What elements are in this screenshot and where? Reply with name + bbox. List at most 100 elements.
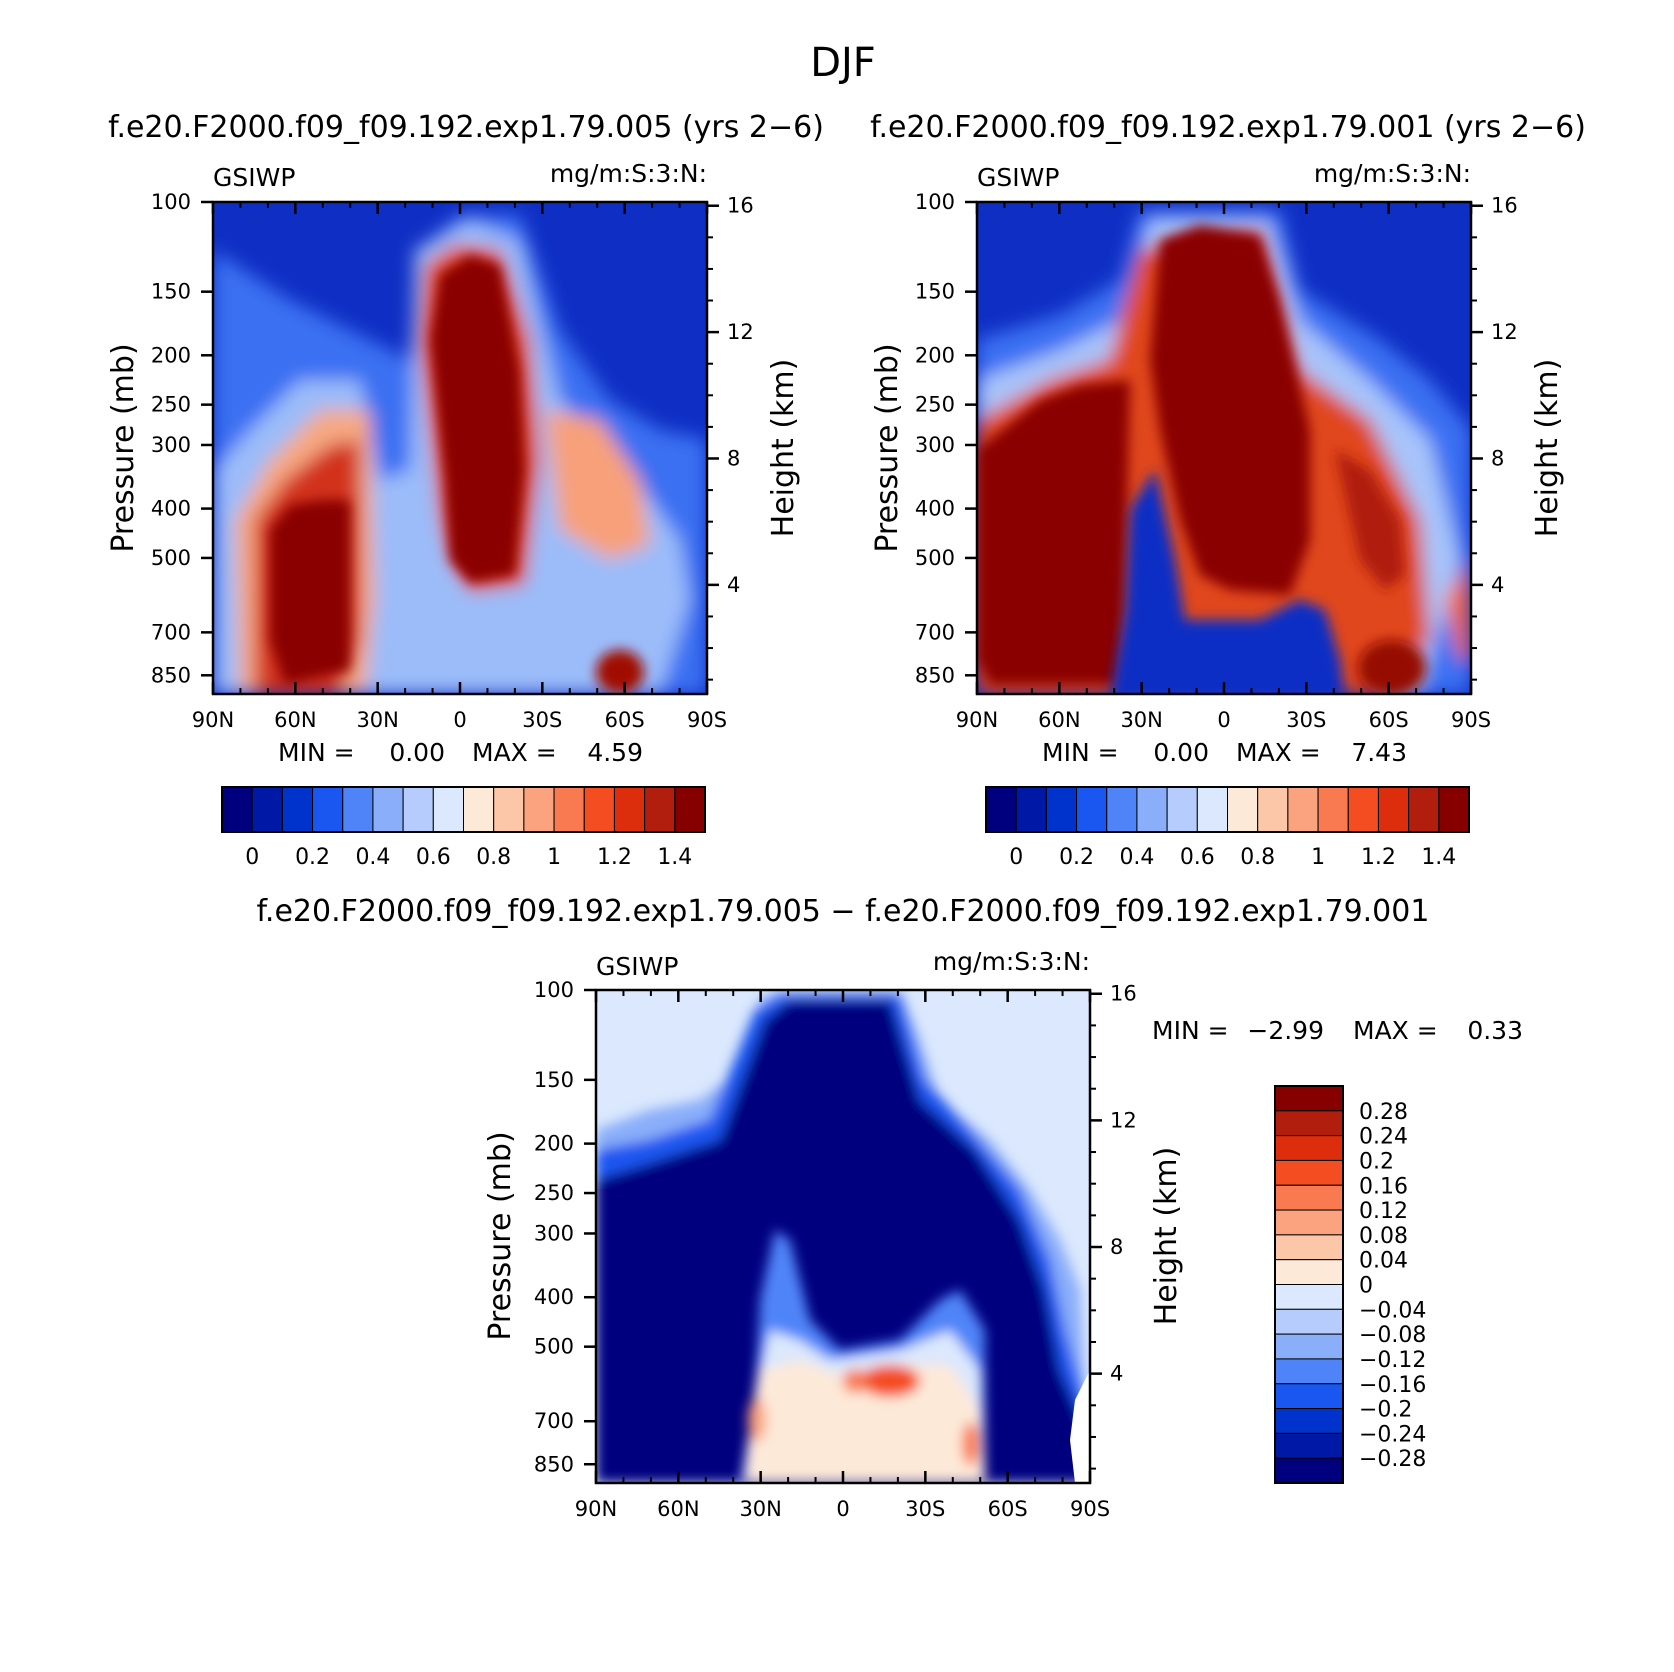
colorbar-swatch xyxy=(1196,786,1228,833)
y2-tick-label: 12 xyxy=(727,320,754,344)
colorbar-swatch xyxy=(1274,1358,1344,1385)
colorbar-swatch xyxy=(985,786,1017,833)
colorbar-label: 1.2 xyxy=(597,845,632,870)
y2-tick-label: 16 xyxy=(1110,982,1137,1006)
panel-left-ticks: 90N 60N 30N 0 30S 60S 90S 100 150 200 250 300 400 500… xyxy=(151,190,754,732)
colorbar-swatch xyxy=(1076,786,1108,833)
colorbar-swatch xyxy=(281,786,314,833)
colorbar-swatch xyxy=(312,786,344,833)
colorbar-swatch xyxy=(1257,786,1289,833)
colorbar-swatch xyxy=(1015,786,1047,833)
y-tick-label: 150 xyxy=(151,280,191,304)
colorbar-swatch xyxy=(1274,1432,1344,1459)
y2-tick-label: 16 xyxy=(727,194,754,218)
colorbar-label: 0 xyxy=(1359,1274,1373,1299)
colorbar-swatch xyxy=(1274,1234,1344,1261)
colorbar-label: 0.4 xyxy=(355,845,390,870)
panel-diff-min-label: MIN = xyxy=(1152,1016,1229,1045)
panel-left-colorbar: 0 0.2 0.4 0.6 0.8 1 1.2 1.4 xyxy=(221,786,706,870)
colorbar-swatch xyxy=(553,786,585,833)
colorbar-swatch xyxy=(221,786,253,833)
figure-title: DJF xyxy=(810,40,876,86)
colorbar-label: 0.6 xyxy=(416,845,451,870)
panel-right-ylabel: Pressure (mb) xyxy=(870,343,905,552)
y-tick-label: 850 xyxy=(915,663,955,687)
colorbar-swatch xyxy=(1274,1333,1344,1360)
colorbar-swatch xyxy=(372,786,404,833)
y-tick-label: 250 xyxy=(915,393,955,417)
colorbar-swatch xyxy=(1274,1209,1344,1236)
colorbar-swatch xyxy=(402,786,434,833)
colorbar-label: 1.4 xyxy=(657,845,692,870)
y-tick-label: 500 xyxy=(151,546,191,570)
colorbar-label: 0 xyxy=(245,845,259,870)
panel-left-units-label: mg/m:S:3:N: xyxy=(550,159,707,188)
colorbar-swatch xyxy=(1317,786,1349,833)
colorbar-label: 0.2 xyxy=(295,845,330,870)
colorbar-swatch xyxy=(1408,786,1440,833)
x-tick-label: 60S xyxy=(988,1497,1028,1521)
colorbar-swatch xyxy=(523,786,555,833)
colorbar-swatch xyxy=(1274,1284,1344,1310)
colorbar-swatch xyxy=(644,786,676,833)
colorbar-swatch xyxy=(463,786,495,833)
panel-right: f.e20.F2000.f09_f09.192.exp1.79.001 (yrs… xyxy=(870,110,1586,870)
y2-tick-label: 16 xyxy=(1491,194,1518,218)
y-tick-label: 850 xyxy=(534,1452,574,1476)
colorbar-swatch xyxy=(613,786,646,833)
x-tick-label: 30N xyxy=(356,708,398,732)
x-tick-label: 90N xyxy=(575,1497,617,1521)
colorbar-swatch xyxy=(342,786,374,833)
panel-diff-max-label: MAX = xyxy=(1353,1016,1438,1045)
y-tick-label: 400 xyxy=(915,497,955,521)
colorbar-label: 0.04 xyxy=(1359,1249,1408,1274)
y2-tick-label: 8 xyxy=(727,446,740,470)
y2-tick-label: 12 xyxy=(1110,1108,1137,1132)
panel-diff-colorbar: 0.280.240.20.160.120.080.040−0.04−0.08−0… xyxy=(1274,1085,1426,1484)
colorbar-label: 0.2 xyxy=(1059,845,1094,870)
x-tick-label: 30S xyxy=(522,708,562,732)
y-tick-label: 100 xyxy=(915,190,955,214)
colorbar-label: 1.4 xyxy=(1421,845,1456,870)
colorbar-label: 0.8 xyxy=(1240,845,1275,870)
panel-left-min-value: 0.00 xyxy=(389,738,445,767)
y-tick-label: 700 xyxy=(915,620,955,644)
x-tick-label: 90S xyxy=(1451,708,1491,732)
y-tick-label: 250 xyxy=(534,1181,574,1205)
colorbar-label: 0.12 xyxy=(1359,1199,1408,1224)
y-tick-label: 500 xyxy=(534,1335,574,1359)
panel-diff-max-value: 0.33 xyxy=(1467,1016,1523,1045)
panel-left-field xyxy=(213,202,707,694)
y-tick-label: 500 xyxy=(915,546,955,570)
panel-right-max-label: MAX = xyxy=(1236,738,1321,767)
panel-diff-field xyxy=(596,990,1090,1483)
colorbar-label: 0.08 xyxy=(1359,1224,1408,1249)
panel-right-colorbar: 0 0.2 0.4 0.6 0.8 1 1.2 1.4 xyxy=(985,786,1470,870)
x-tick-label: 60N xyxy=(274,708,316,732)
y-tick-label: 700 xyxy=(151,620,191,644)
panel-right-units-label: mg/m:S:3:N: xyxy=(1314,159,1471,188)
panel-left-y2label: Height (km) xyxy=(766,359,801,538)
colorbar-label: −0.04 xyxy=(1359,1298,1426,1323)
panel-diff-min-value: −2.99 xyxy=(1247,1016,1324,1045)
colorbar-label: −0.2 xyxy=(1359,1398,1412,1423)
x-tick-label: 0 xyxy=(453,708,466,732)
colorbar-label: 0 xyxy=(1009,845,1023,870)
colorbar-swatch xyxy=(1274,1159,1344,1186)
colorbar-label: 0.8 xyxy=(476,845,511,870)
colorbar-label: −0.12 xyxy=(1359,1348,1426,1373)
colorbar-swatch xyxy=(1045,786,1078,833)
colorbar-swatch xyxy=(493,786,525,833)
panel-right-min-label: MIN = xyxy=(1042,738,1119,767)
y-tick-label: 700 xyxy=(534,1409,574,1433)
y-tick-label: 300 xyxy=(151,433,191,457)
colorbar-label: −0.08 xyxy=(1359,1323,1426,1348)
colorbar-swatch xyxy=(1438,786,1470,833)
x-tick-label: 0 xyxy=(1217,708,1230,732)
colorbar-label: 0.24 xyxy=(1359,1125,1408,1150)
colorbar-label: 1 xyxy=(547,845,561,870)
x-tick-label: 30N xyxy=(1120,708,1162,732)
colorbar-swatch xyxy=(432,786,464,833)
colorbar-label: 0.16 xyxy=(1359,1174,1408,1199)
